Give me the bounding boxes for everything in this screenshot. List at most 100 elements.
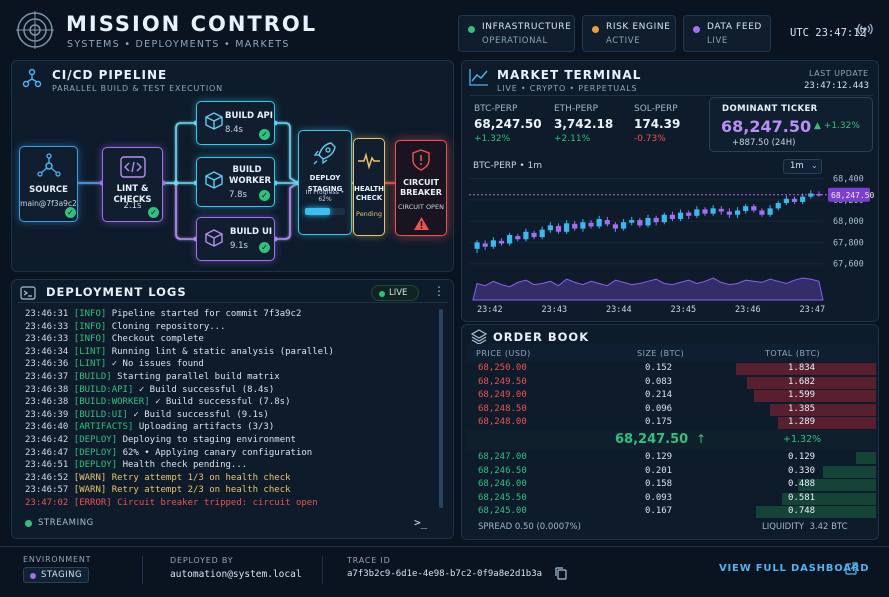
terminal-prompt-icon[interactable]: >_ <box>414 516 428 529</box>
status-chip-data-feed[interactable]: DATA FEED LIVE <box>683 15 771 52</box>
status-chip-infrastructure[interactable]: INFRASTRUCTURE OPERATIONAL <box>458 15 575 52</box>
candle-body <box>653 217 659 223</box>
ask-total: 1.599 <box>788 390 816 401</box>
candle-body <box>580 222 586 229</box>
ob-header-size: SIZE (BTC) <box>637 349 685 358</box>
ask-row[interactable]: 68,250.00 0.152 1.834 <box>467 362 876 376</box>
pipeline-node-build-ui[interactable]: BUILD UI 9.1s ✓ <box>196 217 275 261</box>
ask-row[interactable]: 68,249.50 0.083 1.682 <box>467 376 876 390</box>
pipeline-node-health-check[interactable]: HEALTH CHECK Pending <box>353 138 385 236</box>
candle-body <box>783 198 789 204</box>
mid-change: +1.32% <box>783 434 822 445</box>
candle-body <box>507 234 513 244</box>
logs-scrollbar[interactable] <box>439 309 443 508</box>
footer-separator <box>322 556 323 584</box>
bid-total: 0.330 <box>788 465 816 476</box>
build-api-time: 8.4s <box>225 125 243 135</box>
candle-body <box>759 210 765 215</box>
live-badge[interactable]: LIVE <box>371 285 419 301</box>
candle-body <box>596 219 602 227</box>
log-message: Retry attempt 1/3 on health check <box>111 472 291 483</box>
candle-body <box>661 214 667 223</box>
candle-body <box>629 220 635 223</box>
ask-price: 68,249.00 <box>478 390 527 401</box>
external-link-icon[interactable] <box>845 562 858 575</box>
bid-row[interactable]: 68,246.00 0.158 0.488 <box>467 478 876 492</box>
ticker-name: SOL-PERP <box>634 104 678 114</box>
bid-price: 68,246.50 <box>478 465 527 476</box>
candle-body <box>564 223 570 232</box>
pipeline-node-build-api[interactable]: BUILD API 8.4s ✓ <box>196 101 275 145</box>
interval-select[interactable]: 1m ⌄ <box>783 159 822 174</box>
bid-total: 0.748 <box>788 506 816 517</box>
candle-body <box>498 240 505 244</box>
bid-price: 68,247.00 <box>478 452 527 462</box>
depth-bar <box>823 465 876 478</box>
log-timestamp: 23:47:02 <box>25 498 69 508</box>
candle-body <box>726 211 732 215</box>
ask-size: 0.214 <box>645 390 673 401</box>
log-timestamp: 23:46:51 <box>25 460 69 471</box>
deployed-by-value: automation@system.local <box>170 569 302 580</box>
dominant-change: ▲ +1.32% <box>814 121 860 131</box>
bid-size: 0.158 <box>645 479 673 490</box>
bid-row[interactable]: 68,245.00 0.167 0.748 <box>467 505 876 519</box>
package-icon <box>205 229 223 247</box>
view-dashboard-link[interactable]: VIEW FULL DASHBOARD <box>719 563 870 574</box>
logs-menu-icon[interactable]: ⋮ <box>433 284 445 298</box>
shield-alert-icon <box>412 149 430 171</box>
bid-price: 68,245.00 <box>478 506 527 517</box>
log-line: 23:46:38 [BUILD:API] ✓ Build successful … <box>25 385 274 395</box>
environment-badge[interactable]: STAGING <box>23 567 89 583</box>
layers-icon <box>471 329 487 345</box>
candle-body <box>751 206 757 211</box>
copy-icon[interactable] <box>555 567 567 580</box>
pipeline-node-deploy-staging[interactable]: DEPLOY STAGING In Progress • 62% <box>298 130 352 235</box>
bid-row[interactable]: 68,247.00 0.129 0.129 <box>467 451 876 465</box>
chart-symbol-label: BTC-PERP • 1m <box>473 161 542 171</box>
bid-row[interactable]: 68,245.50 0.093 0.581 <box>467 492 876 506</box>
depth-bar <box>747 376 876 389</box>
logs-scroll-thumb[interactable] <box>439 309 443 508</box>
candle-body <box>645 217 651 226</box>
last-update-label: LAST UPDATE <box>809 69 869 78</box>
logs-divider <box>18 302 448 303</box>
last-price-tag: 68,247.50 <box>831 191 875 200</box>
build-ui-name: BUILD UI <box>230 227 273 237</box>
depth-bar <box>756 506 876 519</box>
streaming-dot <box>25 520 32 527</box>
log-line: 23:46:52 [WARN] Retry attempt 1/3 on hea… <box>25 473 291 483</box>
log-timestamp: 23:46:36 <box>25 359 69 370</box>
pipeline-node-source[interactable]: SOURCE main@7f3a9c2 ✓ <box>19 146 78 222</box>
price-chart[interactable]: 68,40068,20068,00067,80067,60068,247.502… <box>461 150 879 320</box>
y-tick-label: 67,800 <box>833 238 864 248</box>
dominant-ticker-card[interactable]: DOMINANT TICKER 68,247.50 ▲ +1.32% +887.… <box>709 97 873 152</box>
pipeline-node-lint[interactable]: LINT & CHECKS 2.1s ✓ <box>102 147 163 222</box>
ticker-price: 3,742.18 <box>554 117 614 131</box>
ask-row[interactable]: 68,248.50 0.096 1.385 <box>467 403 876 417</box>
pipeline-node-build-worker[interactable]: BUILD WORKER 7.8s ✓ <box>196 157 275 207</box>
check-icon: ✓ <box>65 207 76 218</box>
log-timestamp: 23:46:33 <box>25 334 69 345</box>
ask-row[interactable]: 68,249.00 0.214 1.599 <box>467 389 876 403</box>
status-dot <box>693 26 700 33</box>
pipeline-node-circuit-breaker[interactable]: CIRCUIT BREAKER CIRCUIT OPEN <box>395 140 447 236</box>
environment-value: STAGING <box>41 570 83 580</box>
bid-row[interactable]: 68,246.50 0.201 0.330 <box>467 465 876 479</box>
log-tag: [BUILD] <box>73 372 112 382</box>
log-timestamp: 23:46:39 <box>25 409 69 420</box>
ask-size: 0.175 <box>645 417 673 428</box>
depth-bar <box>782 492 876 505</box>
check-icon: ✓ <box>259 129 270 140</box>
ticker-price: 68,247.50 <box>474 117 542 131</box>
deployed-by-label: DEPLOYED BY <box>170 556 234 565</box>
ask-row[interactable]: 68,248.00 0.175 1.289 <box>467 416 876 430</box>
check-icon: ✓ <box>148 207 159 218</box>
log-message: Deploying to staging environment <box>122 435 296 445</box>
volume-area <box>472 277 824 301</box>
log-line: 23:46:33 [INFO] Cloning repository... <box>25 322 226 332</box>
status-chip-risk-engine[interactable]: RISK ENGINE ACTIVE <box>582 15 676 52</box>
log-line: 23:46:31 [INFO] Pipeline started for com… <box>25 309 301 319</box>
log-timestamp: 23:46:38 <box>25 384 69 395</box>
order-book-header-row <box>467 344 876 362</box>
